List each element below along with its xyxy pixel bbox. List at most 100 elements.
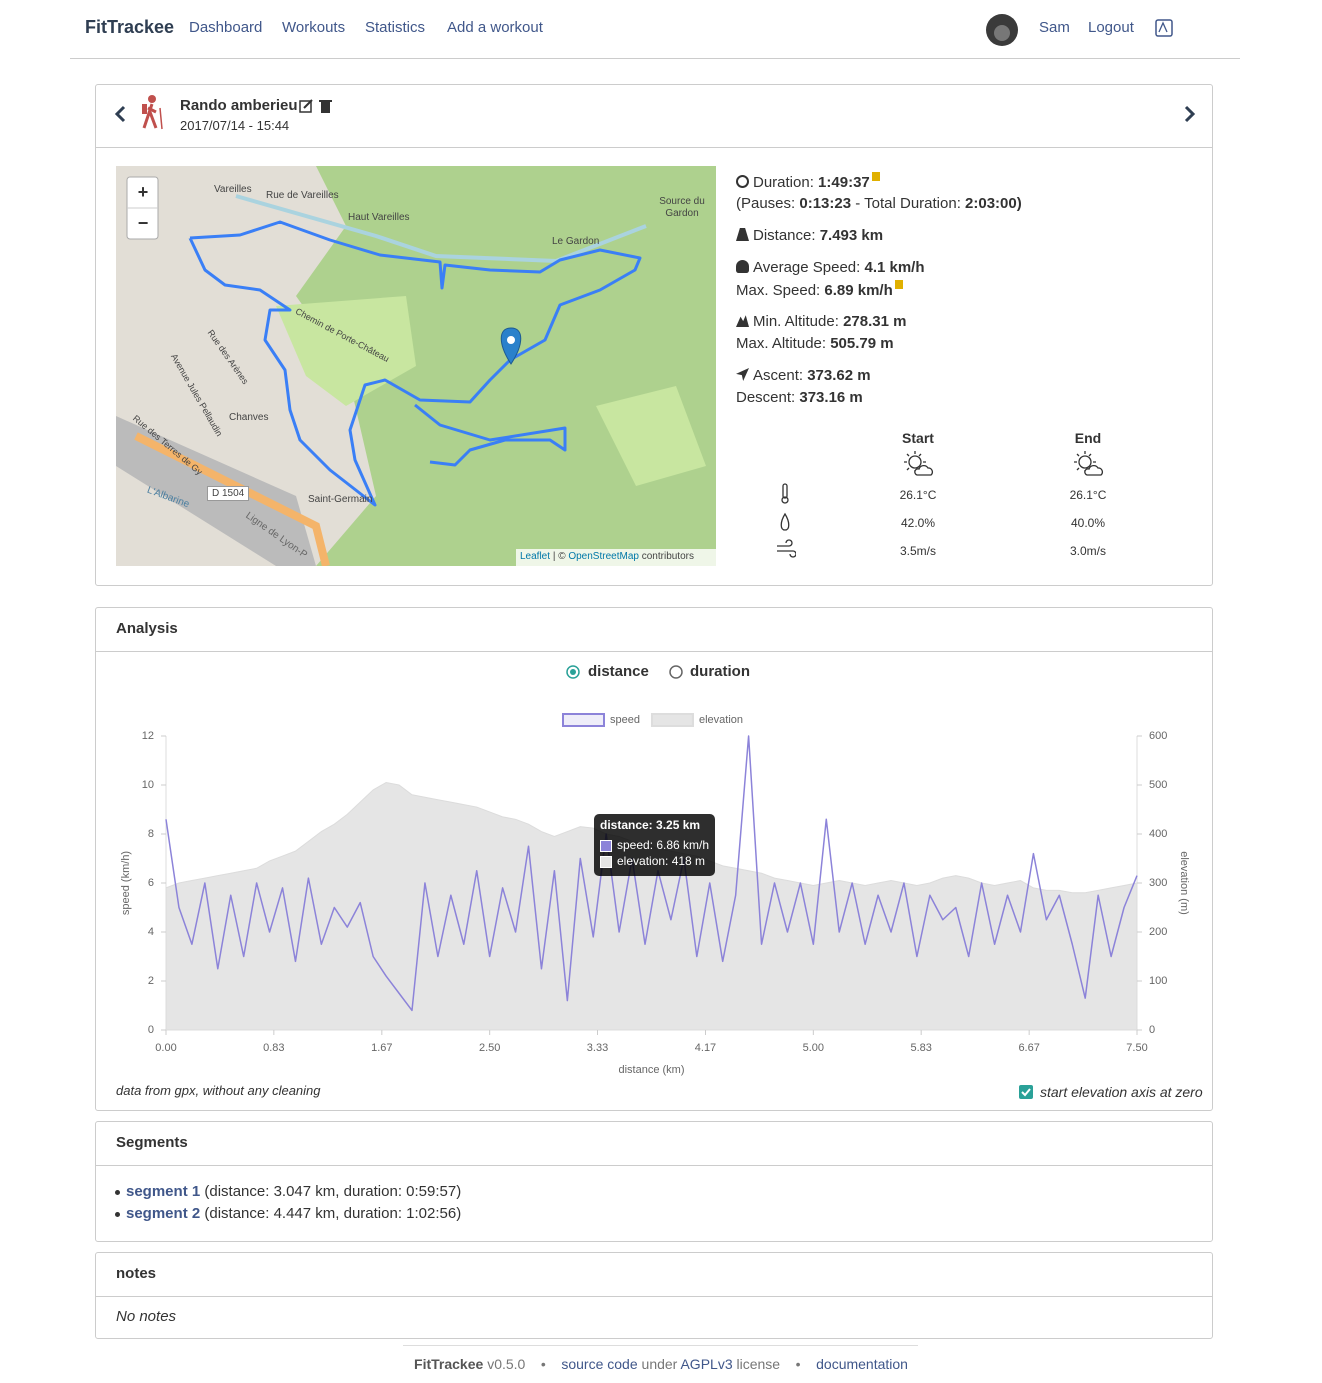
legend-label: speed <box>610 714 640 726</box>
radio[interactable] <box>669 665 683 679</box>
y-tick-label: 6 <box>148 877 154 889</box>
nav-divider <box>70 58 1240 59</box>
footer-link[interactable]: source code <box>561 1356 638 1372</box>
weather-icon <box>904 451 933 476</box>
checkbox[interactable] <box>1019 1085 1033 1099</box>
map-attribution: Leaflet | © OpenStreetMap contributors <box>520 551 694 562</box>
footer-sep: • <box>795 1356 801 1372</box>
label: Duration: <box>753 174 814 191</box>
segment-details: (distance: 3.047 km, duration: 0:59:57) <box>204 1183 462 1200</box>
stat-avg-speed: Average Speed: 4.1 km/h <box>736 258 925 278</box>
stat-duration: Duration: 1:49:37 <box>736 172 884 193</box>
stat-min-alt: Min. Altitude: 278.31 m <box>736 312 906 332</box>
x-tick-label: 4.17 <box>695 1042 716 1054</box>
map-label: Rue de Vareilles <box>266 190 339 201</box>
y-tick-label: 12 <box>142 730 154 742</box>
label: Min. Altitude: <box>753 313 839 330</box>
workout-date: 2017/07/14 - 15:44 <box>180 118 290 133</box>
nav-link[interactable]: Add a workout <box>447 19 543 36</box>
map-label: D 1504 <box>207 486 250 501</box>
brand[interactable]: FitTrackee <box>85 17 175 37</box>
weather-row-icons <box>777 483 796 558</box>
tooltip-line: speed: 6.86 km/h <box>617 838 710 852</box>
user-link[interactable]: Sam <box>1039 19 1070 36</box>
map-label: Source du Gardon <box>659 196 705 219</box>
y-axis-title: speed (km/h) <box>120 851 132 915</box>
x-tick-label: 6.67 <box>1018 1042 1039 1054</box>
checkbox-label[interactable]: start elevation axis at zero <box>1040 1084 1203 1100</box>
stat-pauses: (Pauses: 0:13:23 - Total Duration: 2:03:… <box>736 194 1022 214</box>
analysis-card <box>95 607 1213 1111</box>
segment-item: segment 2 (distance: 4.447 km, duration:… <box>126 1204 461 1224</box>
footer-sep: • <box>540 1356 546 1372</box>
value: 2:03:00 <box>965 195 1017 212</box>
y-tick-label: 2 <box>148 975 154 987</box>
language-icon[interactable] <box>1155 19 1173 37</box>
workout-title: Rando amberieu <box>180 97 298 114</box>
weather-value: 42.0% <box>900 516 936 530</box>
value: 0:13:23 <box>799 195 852 212</box>
label: Distance: <box>753 227 816 244</box>
footer-link[interactable]: documentation <box>816 1356 908 1372</box>
value: 373.62 m <box>807 367 871 384</box>
map-label: Haut Vareilles <box>348 212 410 223</box>
radio-label[interactable]: duration <box>690 663 750 680</box>
segment-link[interactable]: segment 1 <box>126 1183 201 1200</box>
value: 505.79 m <box>830 335 894 352</box>
workout-card <box>95 84 1213 586</box>
map-label: Saint-Germain <box>308 494 373 505</box>
divider <box>96 651 1212 652</box>
leaflet-link[interactable]: Leaflet <box>520 551 551 562</box>
avatar[interactable] <box>985 13 1019 47</box>
value: ) <box>1016 195 1022 212</box>
y-tick-label: 4 <box>148 926 154 938</box>
map[interactable] <box>116 166 716 566</box>
nav-link[interactable]: Statistics <box>365 19 426 36</box>
speed-line <box>165 735 1138 1012</box>
weather-header: End <box>1074 430 1102 446</box>
value: 4.1 km/h <box>864 259 925 276</box>
value: 278.31 m <box>843 313 907 330</box>
nav-link[interactable]: Dashboard <box>189 19 263 36</box>
card-title: Analysis <box>116 620 178 637</box>
y-tick-label: 0 <box>148 1024 154 1036</box>
tooltip-line: elevation: 418 m <box>617 854 706 868</box>
footer-link[interactable]: AGPLv3 <box>680 1356 733 1372</box>
stat-distance: Distance: 7.493 km <box>736 226 883 246</box>
y2-tick-label: 600 <box>1149 730 1167 742</box>
value: 6.89 km/h <box>824 282 893 299</box>
label: Average Speed: <box>753 259 861 276</box>
chart: 0 2 4 6 8 10 12 0 100 200 300 400 500 600 0.00 0.83 1.67… <box>120 713 1190 1076</box>
legend-swatch <box>650 713 694 727</box>
notes-card <box>95 1252 1213 1339</box>
footer-text: under <box>641 1356 678 1372</box>
next-arrow[interactable] <box>1182 104 1198 124</box>
nav-link[interactable]: Workouts <box>282 19 346 36</box>
radio-label[interactable]: distance <box>588 663 649 680</box>
value: 1:49:37 <box>818 174 870 191</box>
label: Max. Speed: <box>736 282 821 299</box>
label: Ascent: <box>753 367 804 384</box>
x-tick-label: 2.50 <box>479 1042 500 1054</box>
zoom-in[interactable]: + <box>137 182 149 202</box>
segment-link[interactable]: segment 2 <box>126 1205 201 1222</box>
prev-arrow[interactable] <box>113 104 129 124</box>
x-tick-label: 7.50 <box>1126 1042 1147 1054</box>
radio-checked[interactable] <box>566 665 580 679</box>
osm-link[interactable]: OpenStreetMap <box>568 551 639 562</box>
x-tick-label: 1.67 <box>371 1042 392 1054</box>
tooltip: distance: 3.25 km speed: 6.86 km/h eleva… <box>594 814 715 876</box>
weather-value: 26.1°C <box>1069 488 1107 502</box>
edit-delete-icons[interactable] <box>298 98 338 114</box>
value: 373.16 m <box>799 389 863 406</box>
logout-link[interactable]: Logout <box>1088 19 1134 36</box>
zoom-out[interactable]: − <box>137 213 149 233</box>
card-title: notes <box>116 1265 157 1282</box>
y-tick-label: 8 <box>148 828 154 840</box>
weather-value: 40.0% <box>1070 516 1106 530</box>
stat-max-speed: Max. Speed: 6.89 km/h <box>736 280 907 301</box>
analysis-note: data from gpx, without any cleaning <box>116 1083 321 1098</box>
x-tick-label: 0.83 <box>263 1042 284 1054</box>
notes-text: No notes <box>116 1308 177 1325</box>
sport-icon <box>142 95 163 130</box>
